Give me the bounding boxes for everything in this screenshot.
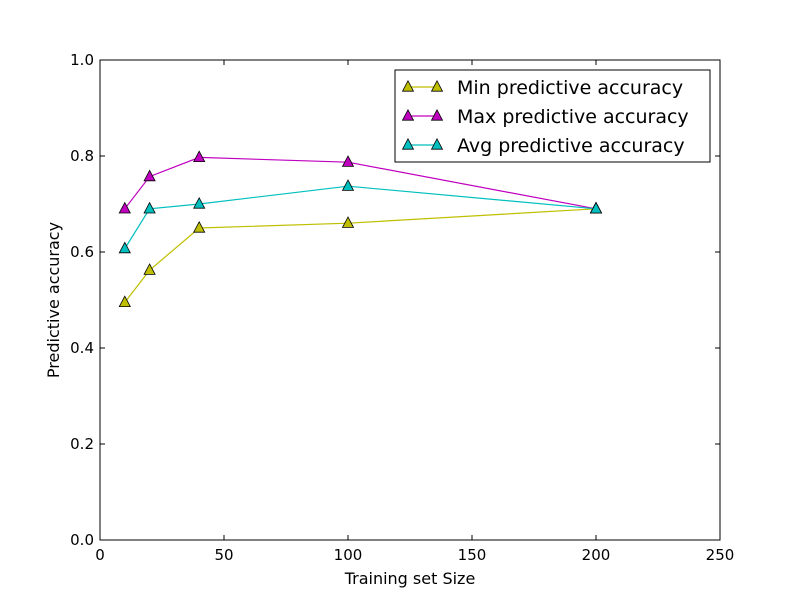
y-tick-label: 0.4 (70, 339, 94, 357)
y-tick-label: 0.8 (70, 147, 94, 165)
legend-box (394, 69, 711, 163)
x-tick-label: 200 (582, 546, 611, 564)
x-tick-label: 50 (214, 546, 233, 564)
y-tick-label: 1.0 (70, 51, 94, 69)
x-tick-label: 100 (334, 546, 363, 564)
x-tick-label: 0 (95, 546, 105, 564)
data-point (193, 150, 206, 163)
data-point (118, 201, 131, 214)
legend-label: Min predictive accuracy (457, 77, 683, 99)
legend-item: Avg predictive accuracy (401, 135, 685, 157)
data-point (341, 155, 355, 167)
ticks-layer: 0 50 100 150 200 250 0.0 0.2 0.4 0.6 0.8 1.0 (70, 51, 734, 564)
series-3 (118, 179, 603, 254)
y-tick-label: 0.6 (70, 243, 94, 261)
data-point (143, 263, 156, 275)
legend-marker (401, 79, 415, 92)
data-point (589, 201, 603, 214)
x-axis-label: Training set Size (344, 569, 476, 588)
legend: Min predictive accuracy Max predictive ac… (394, 69, 711, 163)
legend-marker (430, 108, 444, 121)
data-point (193, 196, 206, 209)
legend-label: Avg predictive accuracy (457, 135, 685, 157)
data-point (193, 220, 206, 233)
x-tick-label: 250 (706, 546, 735, 564)
data-point (118, 241, 131, 254)
data-point (341, 179, 355, 191)
legend-label: Max predictive accuracy (457, 106, 689, 128)
data-point (143, 201, 156, 214)
x-tick-label: 150 (458, 546, 487, 564)
legend-marker (401, 137, 415, 150)
y-axis-label: Predictive accuracy (44, 222, 63, 378)
legend-marker (401, 108, 415, 121)
data-point (143, 169, 156, 182)
legend-marker (430, 137, 444, 150)
legend-item: Min predictive accuracy (401, 77, 683, 99)
y-tick-label: 0.0 (70, 531, 94, 549)
series-layer (118, 150, 603, 308)
legend-item: Max predictive accuracy (401, 106, 689, 128)
legend-marker (430, 79, 444, 92)
data-point (341, 216, 355, 228)
y-tick-label: 0.2 (70, 435, 94, 453)
data-point (118, 295, 131, 308)
